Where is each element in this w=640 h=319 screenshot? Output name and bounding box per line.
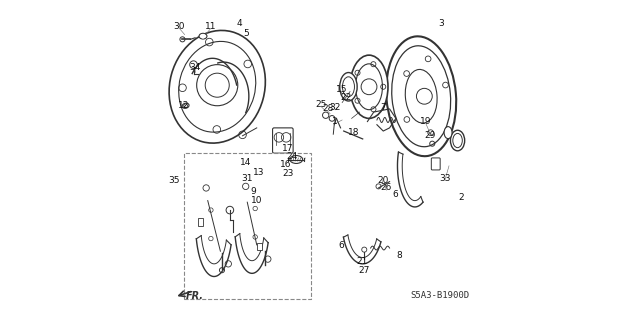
- Text: S5A3-B1900D: S5A3-B1900D: [411, 291, 470, 300]
- Text: 20: 20: [377, 175, 388, 185]
- Text: 5: 5: [243, 28, 248, 38]
- Text: 12: 12: [179, 101, 189, 110]
- Ellipse shape: [444, 127, 452, 139]
- Ellipse shape: [453, 133, 462, 148]
- Text: 2: 2: [458, 193, 463, 202]
- Text: 25: 25: [316, 100, 326, 109]
- Text: 29: 29: [424, 131, 436, 140]
- Text: 8: 8: [397, 251, 403, 260]
- Circle shape: [201, 34, 205, 38]
- Text: 3: 3: [438, 19, 444, 28]
- Text: 9: 9: [251, 187, 257, 196]
- Text: 1: 1: [332, 117, 338, 126]
- Text: 27: 27: [358, 266, 369, 275]
- Ellipse shape: [350, 55, 388, 118]
- Ellipse shape: [179, 41, 256, 132]
- Text: 15: 15: [336, 85, 348, 94]
- Text: 30: 30: [173, 22, 185, 31]
- Ellipse shape: [182, 103, 189, 108]
- Text: 7: 7: [380, 103, 385, 112]
- Ellipse shape: [392, 46, 451, 147]
- FancyBboxPatch shape: [431, 158, 440, 170]
- Text: 4: 4: [237, 19, 242, 28]
- Text: 13: 13: [253, 168, 264, 177]
- Text: 14: 14: [240, 158, 252, 167]
- Text: 24: 24: [287, 152, 298, 161]
- Ellipse shape: [451, 130, 465, 151]
- Text: FR.: FR.: [186, 291, 204, 301]
- Text: 10: 10: [251, 196, 262, 205]
- Ellipse shape: [342, 77, 355, 97]
- Ellipse shape: [405, 70, 437, 123]
- Ellipse shape: [340, 72, 357, 101]
- Text: 11: 11: [205, 22, 217, 31]
- Text: 19: 19: [420, 117, 432, 126]
- Ellipse shape: [290, 156, 303, 163]
- Text: 34: 34: [189, 63, 201, 72]
- Text: 35: 35: [168, 175, 180, 185]
- Text: 33: 33: [439, 174, 451, 183]
- Bar: [198, 218, 204, 226]
- Ellipse shape: [386, 36, 456, 156]
- Text: 26: 26: [381, 183, 392, 192]
- Text: 21: 21: [356, 257, 367, 266]
- Text: 16: 16: [280, 160, 292, 169]
- Ellipse shape: [199, 33, 207, 39]
- FancyBboxPatch shape: [273, 128, 293, 153]
- Text: 32: 32: [330, 103, 341, 112]
- Text: 28: 28: [322, 104, 333, 113]
- Text: 22: 22: [340, 93, 351, 102]
- Text: 6: 6: [392, 190, 398, 199]
- Bar: [184, 153, 310, 299]
- Ellipse shape: [169, 30, 266, 143]
- Ellipse shape: [356, 64, 383, 110]
- Text: 6: 6: [339, 241, 344, 250]
- Text: 23: 23: [282, 169, 293, 178]
- Text: 18: 18: [348, 128, 359, 137]
- Bar: [257, 243, 262, 250]
- Text: 17: 17: [282, 144, 293, 153]
- Text: 31: 31: [241, 174, 253, 183]
